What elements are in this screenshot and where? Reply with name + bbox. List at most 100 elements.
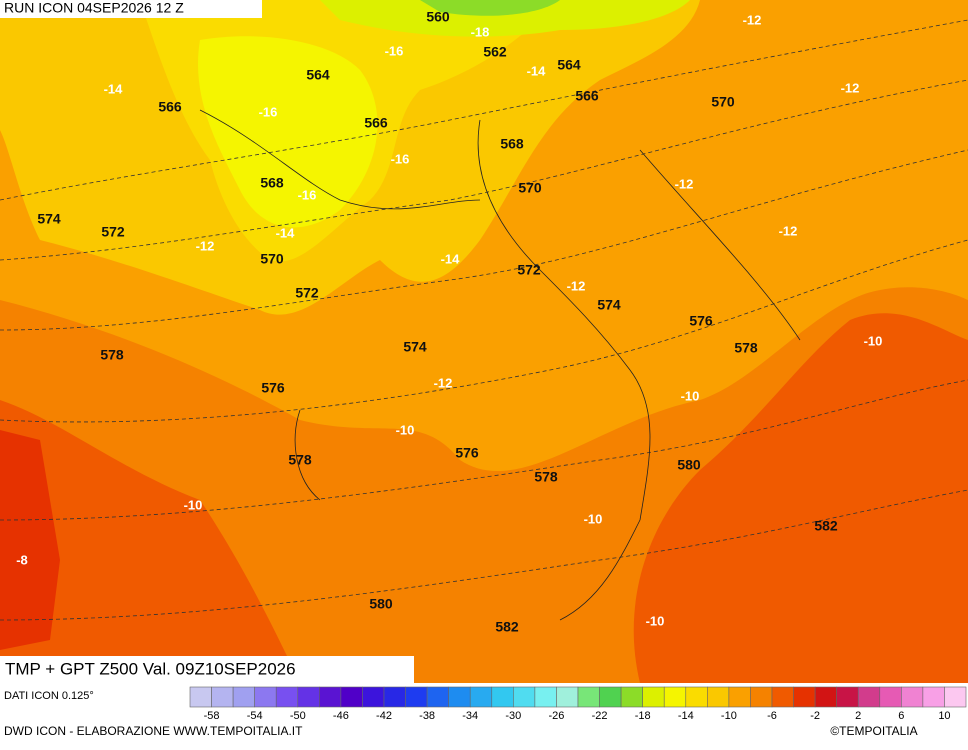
colorbar-tick-label: -58 xyxy=(204,710,220,722)
temp-area xyxy=(0,400,300,683)
gpt-label: 578 xyxy=(100,347,124,363)
temp-area xyxy=(320,0,690,37)
colorbar-tick-label: -38 xyxy=(419,710,435,722)
colorbar-swatch xyxy=(620,686,643,708)
colorbar-tick-label: -54 xyxy=(247,710,263,722)
temp-label: -18 xyxy=(471,24,490,39)
colorbar-swatch xyxy=(771,686,794,708)
colorbar-swatch xyxy=(513,686,536,708)
gpt-label: 580 xyxy=(369,596,393,612)
colorbar-swatch xyxy=(901,686,924,708)
gpt-label: 568 xyxy=(500,136,524,152)
colorbar-swatch xyxy=(793,686,816,708)
colorbar-tick-label: -14 xyxy=(678,710,694,722)
gpt-label: 564 xyxy=(557,57,581,73)
temp-label: -10 xyxy=(646,613,665,628)
gpt-label: 572 xyxy=(295,285,319,301)
gpt-label: 560 xyxy=(426,9,450,25)
gpt-label: 566 xyxy=(158,99,182,115)
run-box xyxy=(0,0,262,18)
temp-label: -10 xyxy=(396,422,415,437)
gpt-label: 578 xyxy=(734,340,758,356)
gpt-label: 566 xyxy=(364,115,388,131)
colorbar-swatch xyxy=(189,686,212,708)
colorbar-swatch xyxy=(534,686,557,708)
gpt-label: 582 xyxy=(814,518,838,534)
temp-label: -12 xyxy=(779,223,798,238)
colorbar-swatch xyxy=(857,686,881,708)
temp-area xyxy=(633,313,968,683)
credit-label: DWD ICON - ELABORAZIONE WWW.TEMPOITALIA.… xyxy=(4,724,303,738)
temp-label: -14 xyxy=(527,63,547,78)
colorbar-tick-label: -42 xyxy=(376,710,392,722)
colorbar-tick-label: -26 xyxy=(548,710,564,722)
temp-label: -12 xyxy=(434,375,453,390)
colorbar-tick-label: -18 xyxy=(635,710,651,722)
source-label: DATI ICON 0.125° xyxy=(4,690,94,702)
colorbar-swatch xyxy=(814,686,837,708)
gpt-label: 568 xyxy=(260,175,284,191)
colorbar-tick-label: -50 xyxy=(290,710,306,722)
colorbar-swatch xyxy=(836,686,859,708)
temp-label: -16 xyxy=(391,151,410,166)
gpt-label: 572 xyxy=(101,224,125,240)
colorbar: -58 -54 -50 -46 -42 -38 -34 -30 -26 -22 -18 -14 -10-… xyxy=(189,686,967,722)
temp-area xyxy=(0,430,60,650)
colorbar-tick-label: -6 xyxy=(767,710,777,722)
gpt-label: 574 xyxy=(403,339,427,355)
colorbar-swatch xyxy=(340,686,363,708)
colorbar-tick-label: -34 xyxy=(462,710,478,722)
temp-label: -12 xyxy=(196,238,215,253)
colorbar-swatch xyxy=(922,686,945,708)
colorbar-swatch xyxy=(469,686,493,708)
temp-label: -12 xyxy=(743,12,762,27)
temp-label: -14 xyxy=(276,225,296,240)
gpt-label: 578 xyxy=(288,452,312,468)
gpt-label: 576 xyxy=(689,313,713,329)
colorbar-tick-label: -2 xyxy=(810,710,820,722)
temp-label: -14 xyxy=(104,81,124,96)
colorbar-swatch xyxy=(599,686,622,708)
gpt-label: 570 xyxy=(518,180,542,196)
colorbar-tick-label: -46 xyxy=(333,710,349,722)
colorbar-swatch xyxy=(577,686,600,708)
temp-label: -10 xyxy=(584,511,603,526)
map-title: TMP + GPT Z500 Val. 09Z10SEP2026 xyxy=(5,659,296,678)
colorbar-swatch xyxy=(448,686,471,708)
colorbar-tick-label: -30 xyxy=(505,710,521,722)
temp-area xyxy=(198,36,378,228)
title-box xyxy=(0,656,414,683)
gpt-label: 572 xyxy=(517,262,541,278)
temp-label: -14 xyxy=(441,251,461,266)
gpt-label: 562 xyxy=(483,44,507,60)
gpt-label: 570 xyxy=(260,251,284,267)
temp-area xyxy=(420,0,560,16)
colorbar-swatch xyxy=(663,686,687,708)
colorbar-swatch xyxy=(556,686,579,708)
gpt-label: 574 xyxy=(37,211,61,227)
temp-label: -16 xyxy=(385,43,404,58)
colorbar-swatch xyxy=(750,686,773,708)
colorbar-swatch xyxy=(275,686,299,708)
colorbar-swatch xyxy=(232,686,255,708)
run-label: RUN ICON 04SEP2026 12 Z xyxy=(4,0,184,16)
colorbar-swatch xyxy=(728,686,751,708)
gpt-label: 578 xyxy=(534,469,558,485)
map xyxy=(0,0,968,683)
temp-label: -10 xyxy=(184,497,203,512)
temp-label: -10 xyxy=(864,333,883,348)
gpt-label: 566 xyxy=(575,88,599,104)
temp-label: -16 xyxy=(259,104,278,119)
colorbar-swatch xyxy=(254,686,277,708)
colorbar-swatch xyxy=(685,686,708,708)
colorbar-swatch xyxy=(405,686,428,708)
gpt-label: 576 xyxy=(261,380,285,396)
colorbar-swatch xyxy=(297,686,320,708)
colorbar-tick-label: 10 xyxy=(938,710,950,722)
gpt-label: 564 xyxy=(306,67,330,83)
temp-label: -16 xyxy=(298,187,317,202)
temp-label: -10 xyxy=(681,388,700,403)
temp-label: -12 xyxy=(567,278,586,293)
copyright-label: ©TEMPOITALIA xyxy=(830,724,917,738)
colorbar-swatch xyxy=(383,686,406,708)
